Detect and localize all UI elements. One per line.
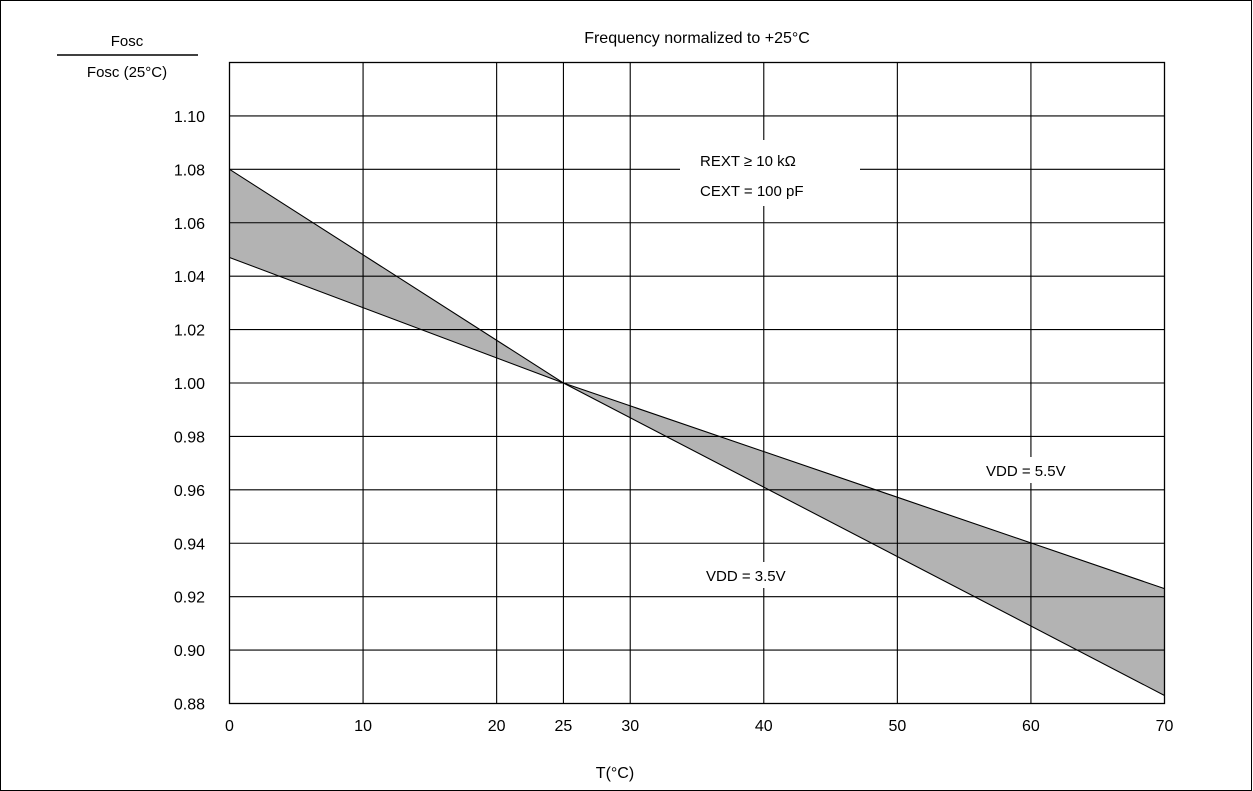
plot-border [228, 61, 1166, 705]
x-tick-label: 20 [488, 718, 506, 735]
x-tick-label: 25 [555, 718, 573, 735]
x-tick-label: 50 [888, 718, 906, 735]
y-tick-label: 0.90 [174, 643, 205, 660]
series-lines [229, 168, 1165, 696]
tolerance-band [229, 169, 1165, 696]
y-tick-label: 1.06 [174, 216, 205, 233]
y-tick-label: 1.04 [174, 269, 205, 286]
series-label-vdd-3v5: VDD = 3.5V [706, 568, 786, 585]
label-5v5-bg [978, 457, 1100, 483]
conditions-rext-label: REXT ≥ 10 kΩ [700, 153, 796, 170]
y-tick-label: 0.92 [174, 590, 205, 607]
y-tick-labels: 0.88 0.90 0.92 0.94 0.96 0.98 1.00 1.02 1.04 1.06… [174, 109, 205, 714]
tolerance-band-fill [229, 169, 1165, 696]
x-axis-label: T(°C) [596, 765, 634, 782]
x-tick-labels: 0 10 20 25 30 40 50 60 70 [225, 718, 1173, 735]
x-tick-label: 0 [225, 718, 234, 735]
x-tick-label: 10 [354, 718, 372, 735]
y-axis-label-denominator: Fosc (25°C) [87, 64, 167, 81]
y-tick-label: 0.94 [174, 536, 205, 553]
y-tick-label: 1.10 [174, 109, 205, 126]
conditions-cext-label: CEXT = 100 pF [700, 183, 804, 200]
chart-title: Frequency normalized to +25°C [584, 30, 810, 47]
x-tick-label: 60 [1022, 718, 1040, 735]
y-tick-label: 1.00 [174, 376, 205, 393]
x-tick-label: 40 [755, 718, 773, 735]
grid [229, 62, 1165, 704]
y-tick-label: 1.08 [174, 162, 205, 179]
plot-area [228, 61, 1166, 705]
y-tick-label: 0.98 [174, 429, 205, 446]
label-3v5-bg [697, 562, 821, 588]
series-label-vdd-5v5: VDD = 5.5V [986, 463, 1066, 480]
series-line-1 [229, 256, 1165, 590]
x-tick-label: 30 [621, 718, 639, 735]
y-tick-label: 1.02 [174, 323, 205, 340]
y-tick-label: 0.88 [174, 697, 205, 714]
conditions-box [680, 140, 860, 206]
y-axis-label-numerator: Fosc [111, 33, 144, 50]
y-tick-label: 0.96 [174, 483, 205, 500]
x-tick-label: 70 [1156, 718, 1174, 735]
